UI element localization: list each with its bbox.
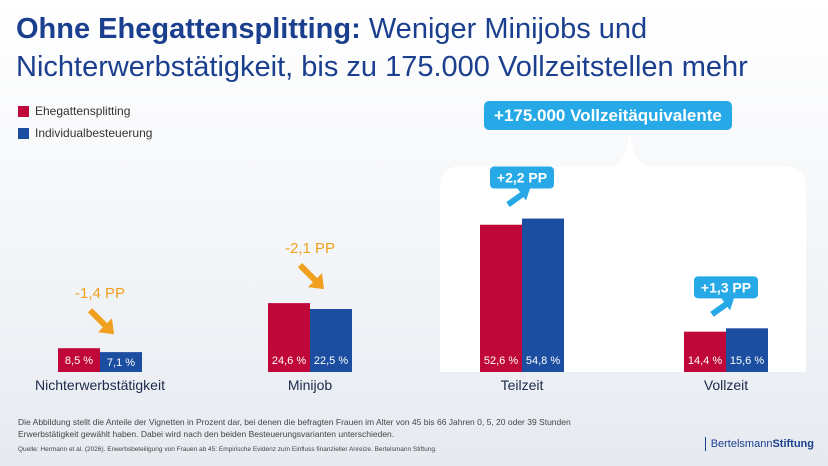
change-label: -2,1 PP bbox=[285, 240, 335, 257]
bar-value-label: 14,4 % bbox=[688, 355, 722, 367]
bar-individualbesteuerung bbox=[100, 352, 142, 372]
legend-item-ehegattensplitting: Ehegattensplitting bbox=[18, 100, 152, 122]
change-label: -1,4 PP bbox=[75, 285, 125, 302]
legend-label: Ehegattensplitting bbox=[35, 104, 131, 118]
logo-text-1: Bertelsmann bbox=[710, 438, 773, 450]
category-label: Minijob bbox=[288, 377, 333, 393]
bar-individualbesteuerung bbox=[310, 309, 352, 372]
bar-ehegattensplitting bbox=[268, 303, 310, 372]
category-label: Vollzeit bbox=[704, 377, 748, 393]
bar-individualbesteuerung bbox=[726, 328, 768, 372]
bar-ehegattensplitting bbox=[480, 224, 522, 372]
arrow-head-icon bbox=[516, 186, 530, 201]
chart-legend: Ehegattensplitting Individualbesteuerung bbox=[18, 100, 152, 144]
legend-item-individualbesteuerung: Individualbesteuerung bbox=[18, 122, 152, 144]
arrow-head-icon bbox=[308, 273, 324, 290]
category-label: Teilzeit bbox=[501, 377, 544, 393]
bar-ehegattensplitting bbox=[58, 348, 100, 372]
legend-label: Individualbesteuerung bbox=[35, 126, 153, 140]
change-label: +2,2 PP bbox=[497, 170, 547, 186]
bar-value-label: 8,5 % bbox=[65, 355, 93, 367]
bar-value-label: 54,8 % bbox=[526, 355, 560, 367]
change-badge bbox=[694, 276, 758, 299]
bar-value-label: 52,6 % bbox=[484, 355, 518, 367]
title-regular: Weniger Minijobs und Nichterwerbstätigke… bbox=[16, 13, 748, 83]
arrow-up-icon bbox=[506, 192, 524, 208]
source-line: Quelle: Hermann et al. (2026). Erwerbsbe… bbox=[18, 446, 437, 453]
legend-swatch-red bbox=[18, 105, 29, 117]
bar-value-label: 22,5 % bbox=[314, 355, 348, 367]
total-effect-badge: +175.000 Vollzeitäquivalente bbox=[484, 101, 732, 130]
page-title: Ohne Ehegattensplitting: Weniger Minijob… bbox=[16, 10, 816, 86]
bertelsmann-stiftung-logo: BertelsmannStiftung bbox=[704, 437, 814, 451]
bar-individualbesteuerung bbox=[522, 218, 564, 372]
logo-text-2: Stiftung bbox=[772, 438, 814, 450]
arrow-head-icon bbox=[98, 318, 114, 335]
title-bold: Ohne Ehegattensplitting: bbox=[16, 13, 361, 45]
category-label: Nichterwerbstätigkeit bbox=[35, 377, 165, 393]
chart-note: Die Abbildung stellt die Anteile der Vig… bbox=[18, 417, 571, 439]
arrow-up-icon bbox=[710, 301, 728, 317]
bar-value-label: 15,6 % bbox=[730, 355, 764, 367]
bar-value-label: 24,6 % bbox=[272, 355, 306, 367]
bar-ehegattensplitting bbox=[684, 331, 726, 372]
arrow-head-icon bbox=[720, 296, 734, 311]
bar-value-label: 7,1 % bbox=[107, 357, 135, 369]
change-label: +1,3 PP bbox=[701, 279, 751, 295]
change-badge bbox=[490, 166, 554, 189]
legend-swatch-blue bbox=[18, 127, 29, 139]
